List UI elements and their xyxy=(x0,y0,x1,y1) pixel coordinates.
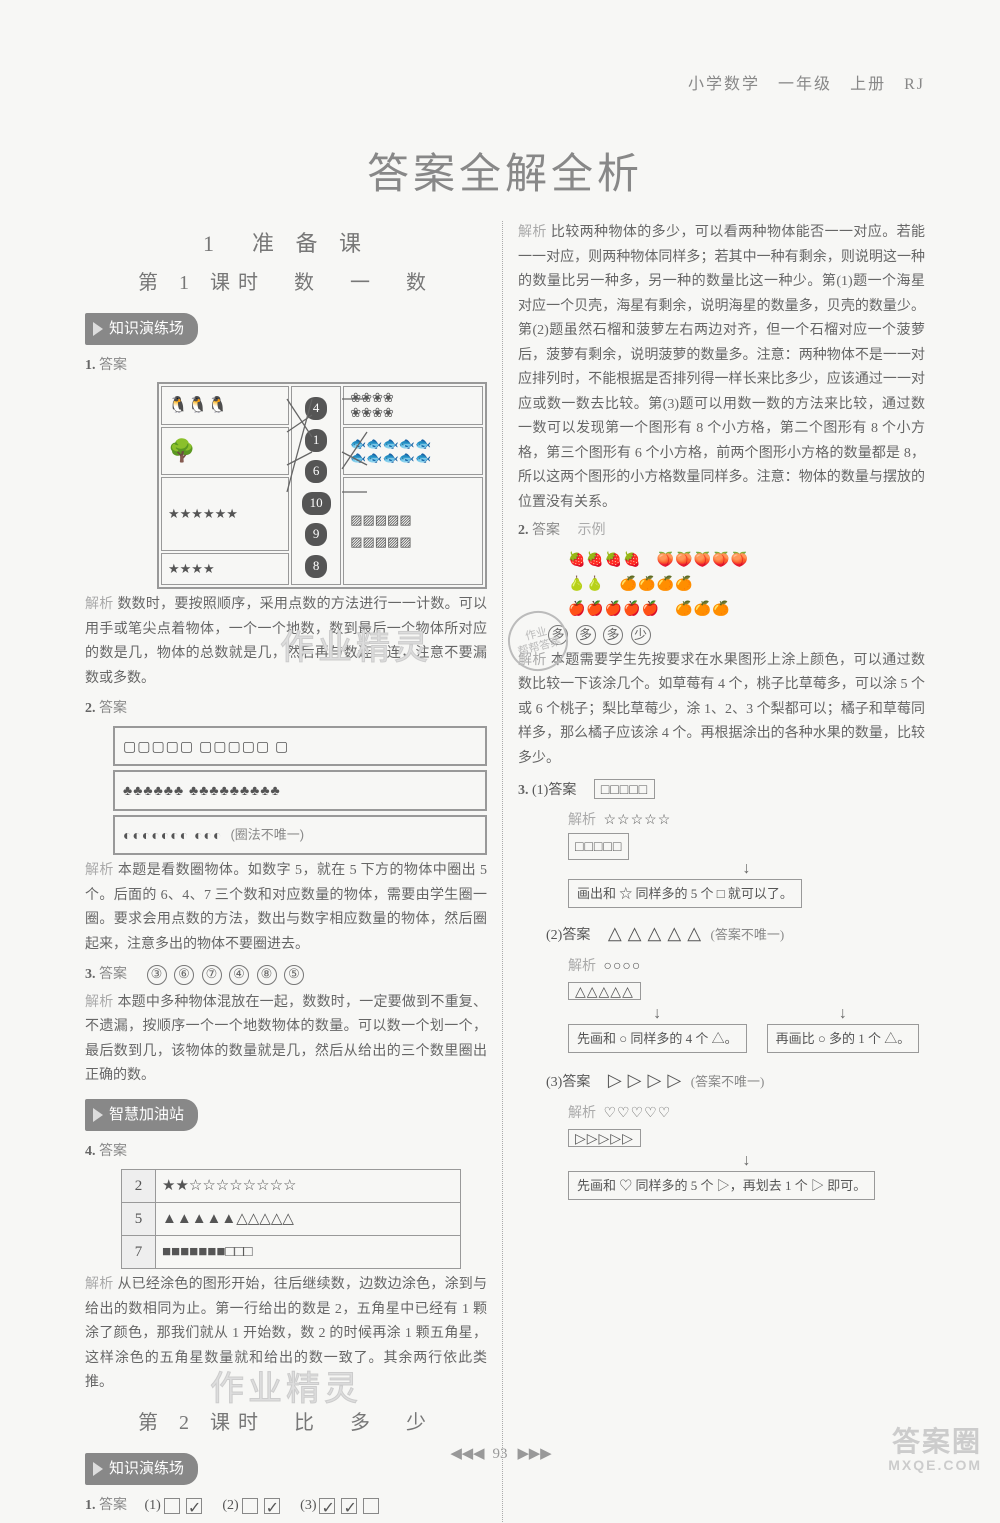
q2-explain: 解析本题是看数圈物体。如数字 5，就在 5 下方的物体中圈出 5 个。后面的 6… xyxy=(85,859,487,957)
r-q2-row1: 🍓🍓🍓🍓 🍑🍑🍑🍑🍑 xyxy=(568,547,925,572)
watermark-corner: 答案圈 MXQE.COM xyxy=(888,1427,982,1473)
r-q2-row3: 🍎🍎🍎🍎🍎 🍊🍊🍊 xyxy=(568,596,925,621)
arrow-icon: ↓ xyxy=(568,861,925,877)
q2-num: 2. xyxy=(85,701,96,716)
q3-explain: 解析本题中多种物体混放在一起，数数时，一定要做到不重复、不遗漏，按顺序一个一个地… xyxy=(85,991,487,1089)
q4-num: 4. xyxy=(85,1144,96,1159)
r-q2-row2: 🍐🍐 🍊🍊🍊🍊 xyxy=(568,571,925,596)
q3-num: 3. xyxy=(85,967,96,982)
q2-row3: ◐◐◐◐◐◐◐ ◐◐◐(圈法不唯一) xyxy=(113,815,487,856)
r-q3-1-box: 画出和 ☆ 同样多的 5 个 □ 就可以了。 xyxy=(568,879,802,909)
q1-answer-label: 答案 xyxy=(99,358,127,373)
q4-table: 2★★☆☆☆☆☆☆☆☆ 5▲▲▲▲▲△△△△△ 7■■■■■■■□□□ xyxy=(121,1169,461,1270)
page-number: ◀ ◀ ◀93▶ ▶ ▶ xyxy=(0,1444,1000,1463)
l2-q1: 1. 答案 (1) (2) (3) xyxy=(85,1494,487,1519)
r-q2-explain: 解析本题需要学生先按要求在水果图形上涂上颜色，可以通过数数比较一下该涂几个。如草… xyxy=(518,649,925,772)
lesson1-title: 第 1 课时 数 一 数 xyxy=(85,266,487,301)
main-title: 答案全解全析 xyxy=(85,140,925,201)
r-q2-num: 2. xyxy=(518,523,529,538)
watermark-ghost-1: 作业精灵 xyxy=(210,1360,362,1420)
header-info: 小学数学 一年级 上册 RJ xyxy=(688,70,925,94)
section-practice-1: 知识演练场 xyxy=(85,313,198,345)
r-q3-num: 3. xyxy=(518,783,529,798)
r-q3-3-box: 先画和 ♡ 同样多的 5 个 ▷，再划去 1 个 ▷ 即可。 xyxy=(568,1171,875,1201)
section-wisdom: 智慧加油站 xyxy=(85,1099,198,1131)
watermark-ghost-2: 作业精灵 xyxy=(280,620,432,669)
chapter-title: 1 准 备 课 xyxy=(85,225,487,264)
q2-row1: ▢▢▢▢▢ ▢▢▢▢▢ ▢ xyxy=(113,726,487,767)
q1-num: 1. xyxy=(85,358,96,373)
q2-row2: ♣♣♣♣♣♣ ♣♣♣♣♣♣♣♣♣ xyxy=(113,770,487,811)
r-p1-explain: 解析比较两种物体的多少，可以看两种物体能否一一对应。若能一一对应，则两种物体同样… xyxy=(518,221,925,515)
q1-match-figure: 🐧🐧🐧 4 1 6 10 9 8 xyxy=(157,382,487,589)
